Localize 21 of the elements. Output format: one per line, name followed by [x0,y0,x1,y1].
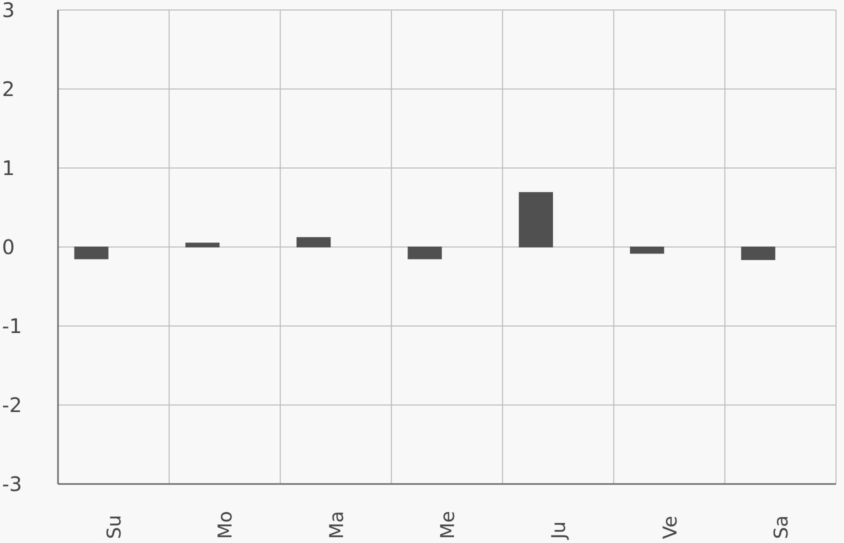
y-tick-label: -2 [2,393,22,417]
bar [74,246,108,260]
y-tick-label: -1 [2,314,22,338]
bar [518,192,553,248]
bar [741,246,776,260]
x-tick-label: Mo [214,510,237,539]
bar [408,246,442,260]
bar [296,237,331,248]
x-tick-label: Sa [770,515,792,539]
bar [630,246,664,254]
x-tick-label: Ma [326,510,348,539]
y-tick-label: -3 [2,472,22,496]
x-tick-label: Me [437,510,459,539]
x-tick-label: Ju [548,521,570,540]
x-tick-label: Ve [659,516,682,539]
y-tick-label: 2 [2,77,15,101]
y-tick-label: 0 [2,235,15,259]
y-tick-label: 1 [2,156,15,180]
x-tick-label: Su [104,514,126,539]
y-tick-label: 3 [2,0,15,22]
bar [185,242,220,248]
